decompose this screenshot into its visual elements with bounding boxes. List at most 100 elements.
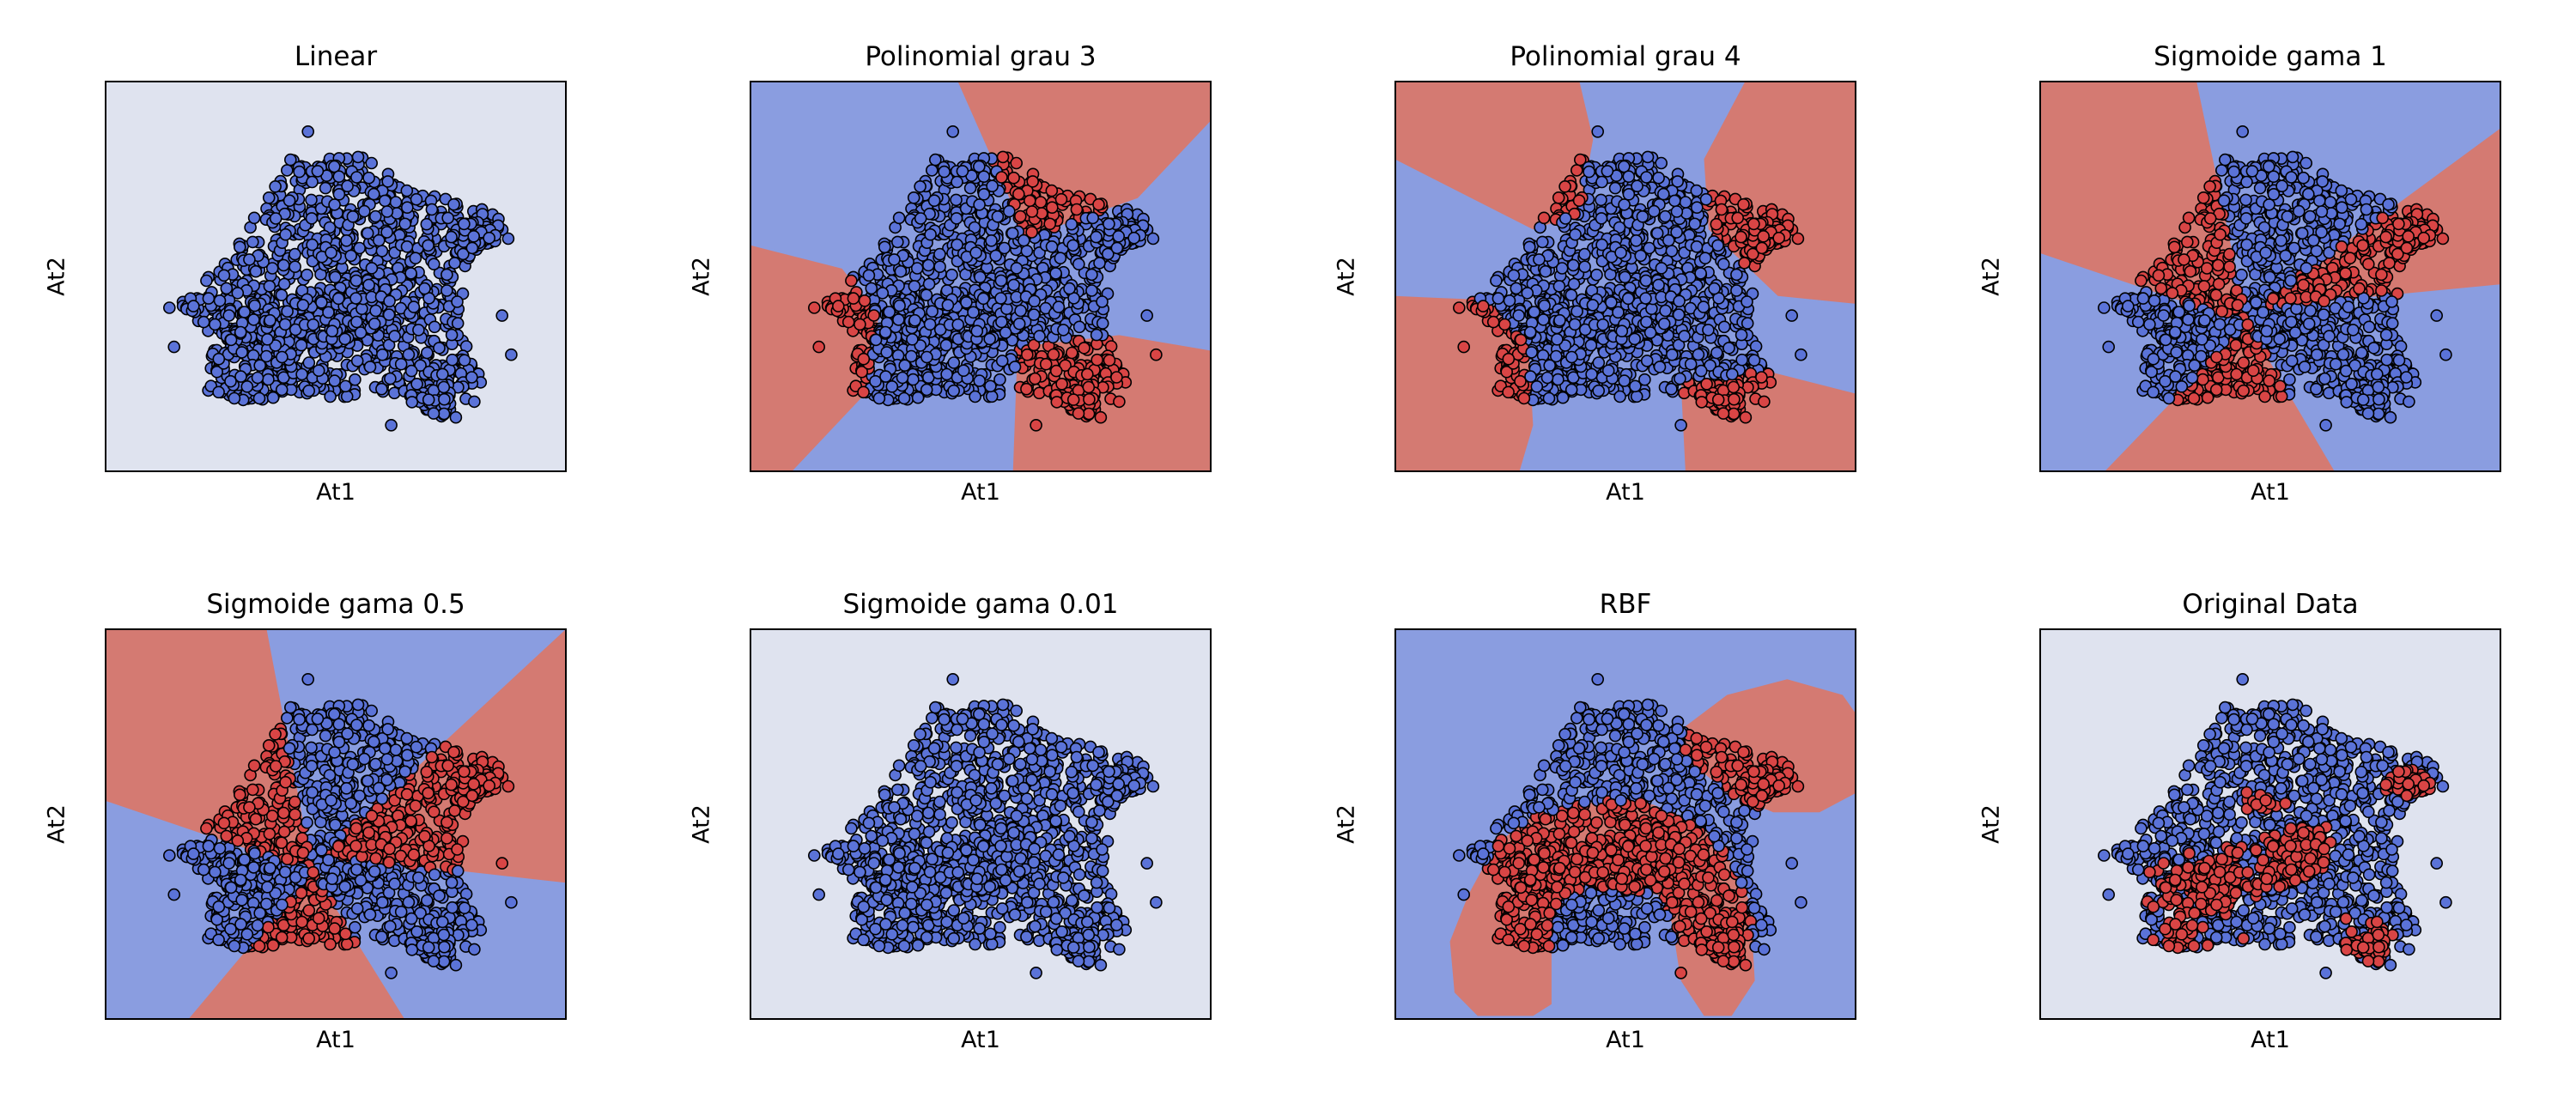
scatter-points (2098, 124, 2452, 432)
data-point-blue (898, 359, 911, 373)
data-point-blue (1711, 239, 1724, 252)
data-point-blue (929, 153, 942, 167)
data-point-blue (260, 349, 273, 363)
data-point-red (1066, 393, 1080, 406)
data-point-blue (1027, 308, 1041, 321)
data-point-blue (458, 354, 471, 367)
data-point-red (2212, 277, 2226, 291)
data-point-red (1045, 184, 1059, 197)
data-point-blue (451, 295, 464, 308)
data-point-blue (994, 292, 1007, 305)
data-point-blue (885, 379, 899, 393)
data-point-blue (1008, 361, 1022, 373)
data-point-blue (1621, 292, 1635, 306)
data-point-red (1045, 201, 1059, 214)
data-point-red (1072, 407, 1085, 420)
data-point-blue (265, 262, 279, 275)
data-point-blue (263, 280, 276, 293)
data-point-blue (445, 230, 458, 244)
data-point-blue (1618, 198, 1631, 211)
data-point-blue (1591, 124, 1604, 138)
data-point-blue (1668, 194, 1681, 208)
data-point-blue (2215, 164, 2228, 177)
data-point-blue (1492, 292, 1505, 305)
data-point-blue (1615, 324, 1629, 338)
data-point-blue (1613, 390, 1626, 403)
data-point-blue (306, 175, 319, 189)
data-point-red (1150, 348, 1163, 361)
data-point-blue (1524, 370, 1537, 383)
data-point-blue (993, 373, 1006, 386)
data-point-blue (262, 191, 276, 204)
decision-region-red (2256, 127, 2501, 308)
data-point-blue (425, 203, 439, 216)
data-point-blue (1567, 277, 1581, 291)
data-point-blue (349, 292, 362, 305)
data-point-blue (920, 288, 933, 301)
data-point-blue (456, 247, 470, 261)
subplot-polinomial-grau-4: Polinomial grau 4 At1 At2 (1334, 41, 1856, 536)
data-point-blue (1090, 230, 1103, 244)
data-point-blue (1049, 267, 1062, 280)
data-point-blue (378, 194, 392, 208)
data-point-blue (1699, 192, 1713, 206)
data-point-blue (1592, 384, 1605, 397)
data-point-red (858, 294, 872, 307)
data-point-blue (224, 333, 238, 347)
data-point-blue (163, 301, 176, 314)
data-point-blue (1571, 305, 1583, 318)
x-axis-label: At1 (1606, 479, 1645, 506)
data-point-blue (252, 391, 266, 405)
data-point-blue (346, 210, 360, 223)
data-point-blue (234, 240, 246, 254)
data-point-blue (878, 240, 891, 254)
data-point-blue (295, 367, 308, 381)
data-point-blue (375, 245, 389, 258)
data-point-blue (1596, 318, 1609, 331)
data-point-blue (1640, 171, 1653, 184)
data-point-blue (1569, 227, 1582, 241)
data-point-blue (277, 258, 290, 272)
data-point-blue (418, 282, 431, 295)
data-point-red (1092, 197, 1105, 211)
data-point-red (1755, 241, 1769, 255)
data-point-blue (1670, 205, 1684, 218)
data-point-blue (960, 295, 973, 309)
data-point-blue (878, 325, 892, 339)
data-point-blue (284, 153, 297, 167)
data-point-red (1020, 382, 1033, 396)
data-point-blue (1618, 374, 1631, 387)
data-point-blue (329, 270, 342, 284)
data-point-blue (1678, 330, 1691, 343)
data-point-blue (907, 191, 920, 204)
data-point-blue (1694, 267, 1707, 280)
data-point-red (1055, 377, 1068, 391)
data-point-red (1755, 371, 1768, 384)
data-point-blue (212, 352, 226, 366)
data-point-blue (275, 288, 289, 301)
data-point-blue (266, 391, 280, 404)
data-point-blue (1619, 270, 1631, 284)
data-point-blue (361, 227, 374, 240)
data-point-red (1517, 391, 1531, 405)
data-point-blue (920, 383, 933, 397)
data-point-blue (1033, 330, 1046, 343)
data-point-blue (977, 170, 991, 183)
data-point-blue (1647, 204, 1661, 218)
data-point-blue (985, 234, 998, 247)
data-point-blue (340, 390, 354, 403)
data-point-blue (1584, 338, 1598, 352)
data-point-blue (249, 264, 263, 278)
data-point-blue (1110, 241, 1124, 255)
data-point-blue (328, 374, 342, 387)
data-point-blue (1641, 150, 1655, 164)
data-point-blue (1612, 306, 1625, 319)
data-point-blue (893, 299, 906, 312)
data-point-blue (946, 124, 959, 138)
data-point-red (1715, 203, 1728, 216)
data-point-blue (1564, 288, 1578, 301)
data-point-blue (353, 241, 367, 255)
data-point-red (1502, 352, 1516, 366)
data-point-blue (951, 175, 963, 189)
data-point-blue (922, 258, 935, 272)
